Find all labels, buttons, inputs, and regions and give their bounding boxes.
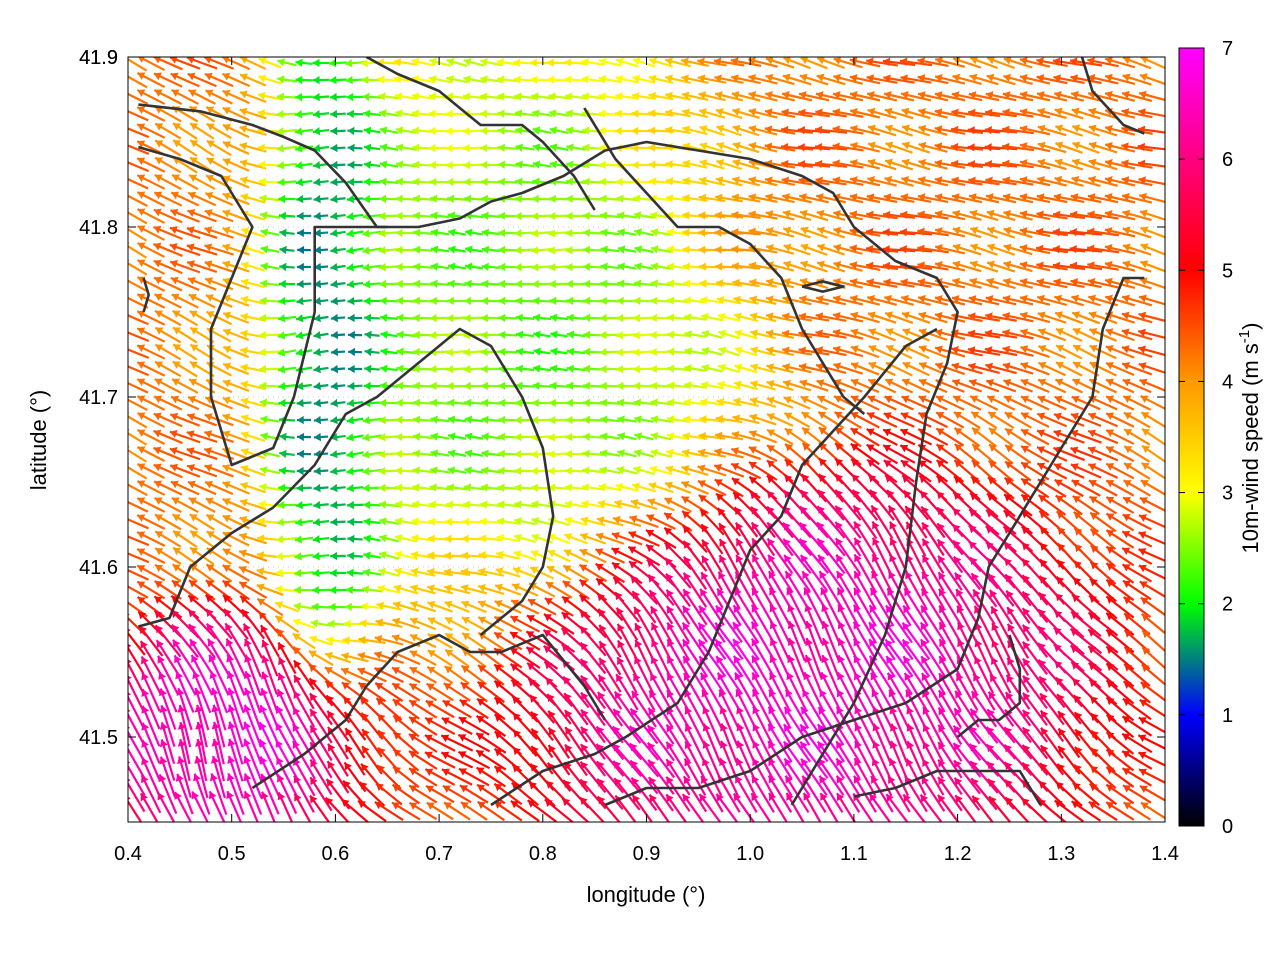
wind-arrow-head xyxy=(120,175,128,183)
wind-arrow-head xyxy=(121,191,129,198)
wind-arrow-head xyxy=(119,158,127,166)
wind-arrow-head xyxy=(121,395,129,402)
wind-arrow-head xyxy=(120,515,128,523)
wind-arrow-head xyxy=(119,345,127,353)
wind-arrow-head xyxy=(120,89,128,96)
wind-arrow-head xyxy=(119,362,127,370)
wind-arrow-head xyxy=(120,293,128,301)
wind-arrow-head xyxy=(120,107,128,115)
wind-arrow-head xyxy=(120,311,128,319)
wind-arrow-head xyxy=(119,328,127,336)
wind-arrow-head xyxy=(119,141,127,149)
wind-arrow-head xyxy=(120,379,128,387)
wind-arrow-head xyxy=(119,124,127,132)
wind-arrow-head xyxy=(120,497,128,505)
